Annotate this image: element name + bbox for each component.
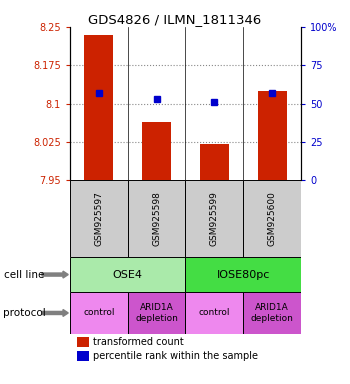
- Text: IOSE80pc: IOSE80pc: [217, 270, 270, 280]
- Bar: [186, 180, 243, 257]
- Bar: [200, 144, 229, 180]
- Text: control: control: [83, 308, 115, 318]
- Bar: [84, 35, 113, 180]
- Text: cell line: cell line: [4, 270, 44, 280]
- Text: GSM925598: GSM925598: [152, 192, 161, 246]
- Bar: [128, 180, 186, 257]
- Text: ARID1A
depletion: ARID1A depletion: [251, 303, 294, 323]
- Bar: [142, 122, 171, 180]
- Bar: [70, 257, 186, 292]
- Bar: [186, 292, 243, 334]
- Text: control: control: [198, 308, 230, 318]
- Text: GDS4826 / ILMN_1811346: GDS4826 / ILMN_1811346: [88, 13, 262, 26]
- Bar: [258, 91, 287, 180]
- Bar: [128, 292, 186, 334]
- Text: percentile rank within the sample: percentile rank within the sample: [93, 351, 258, 361]
- Text: GSM925600: GSM925600: [268, 192, 276, 246]
- Bar: [243, 292, 301, 334]
- Text: ARID1A
depletion: ARID1A depletion: [135, 303, 178, 323]
- Text: OSE4: OSE4: [113, 270, 143, 280]
- Bar: [70, 180, 128, 257]
- Text: protocol: protocol: [4, 308, 46, 318]
- Bar: [70, 292, 128, 334]
- Text: GSM925597: GSM925597: [94, 192, 103, 246]
- Bar: [243, 180, 301, 257]
- Text: transformed count: transformed count: [93, 337, 183, 347]
- Text: GSM925599: GSM925599: [210, 192, 219, 246]
- Bar: [186, 257, 301, 292]
